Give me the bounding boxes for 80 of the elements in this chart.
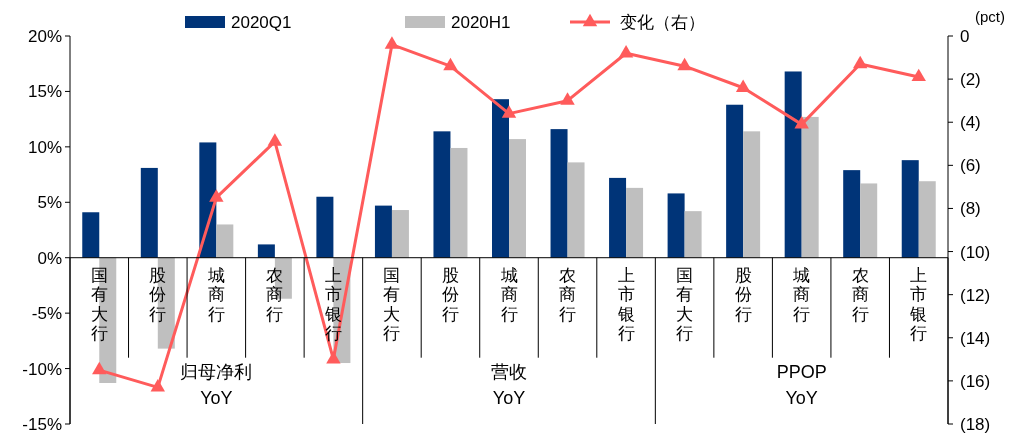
y-tick-label: 10% (27, 137, 62, 157)
y2-tick-label: (14) (960, 328, 991, 348)
bar (492, 99, 509, 258)
point (735, 79, 751, 92)
bar (550, 129, 568, 258)
bar (316, 196, 334, 258)
y-tick-label: 0% (37, 248, 62, 268)
x-tick-label: 国有大行 (90, 265, 108, 344)
x-tick-label: 股份行 (441, 265, 459, 324)
point (150, 379, 166, 392)
y-tick-label: 5% (37, 193, 62, 213)
point (618, 44, 634, 58)
x-tick-label: 股份行 (734, 265, 752, 324)
point (384, 36, 400, 49)
bar (257, 244, 275, 258)
bar (433, 131, 451, 258)
bar (450, 147, 468, 258)
y-tick-label: 15% (27, 82, 62, 102)
annotation: PPOP YoY (776, 362, 827, 408)
y2-tick-label: (4) (960, 113, 981, 133)
x-tick-label: 城商行 (792, 265, 811, 324)
bar (82, 212, 100, 258)
x-tick-label: 国有大行 (383, 265, 401, 344)
y2-axis-title: (pct) (975, 8, 1005, 25)
y2-tick-label: (18) (960, 414, 991, 434)
x-tick-label: 农商行 (559, 265, 577, 324)
legend-label: 变化（右） (620, 13, 705, 32)
x-tick-label: 农商行 (266, 265, 284, 324)
annotation: 归母净利 YoY (180, 362, 253, 408)
bar (860, 183, 878, 258)
point (267, 133, 283, 146)
y-tick-label: -15% (22, 414, 62, 434)
x-tick-label: 城商行 (499, 265, 518, 324)
bar (726, 104, 744, 258)
point (443, 57, 458, 71)
y2-tick-label: (6) (960, 156, 981, 176)
x-tick-label: 国有大行 (676, 265, 694, 344)
point (852, 55, 868, 69)
legend-label: 2020H1 (451, 13, 511, 32)
y2-tick-label: (10) (960, 242, 991, 262)
bar (784, 71, 802, 258)
bar (509, 139, 526, 258)
point (501, 105, 517, 118)
y2-tick-label: (16) (960, 371, 991, 391)
bar (216, 224, 234, 258)
bar (626, 187, 644, 258)
y-tick-label: 20% (27, 26, 62, 46)
point (326, 351, 341, 364)
x-tick-label: 股份行 (149, 265, 167, 324)
bar (567, 162, 585, 258)
x-tick-label: 上市银行 (323, 265, 342, 344)
x-tick-label: 上市银行 (616, 265, 635, 344)
y2-tick-label: (12) (960, 285, 991, 305)
point (677, 57, 692, 71)
x-tick-label: 农商行 (851, 265, 869, 324)
point (209, 189, 224, 202)
y2-tick-label: 0 (960, 26, 970, 46)
point (911, 68, 926, 82)
bar (684, 211, 702, 258)
x-tick-label: 城商行 (206, 265, 225, 324)
bar (609, 177, 627, 258)
bar (801, 116, 819, 258)
point (560, 92, 575, 105)
bar (374, 205, 392, 258)
bar (391, 210, 409, 258)
legend-label: 2020Q1 (231, 13, 292, 32)
point (794, 116, 809, 129)
y2-tick-label: (8) (960, 199, 981, 219)
bar (918, 181, 936, 258)
y-tick-label: -5% (31, 304, 62, 324)
point (92, 361, 107, 375)
y-tick-label: -10% (22, 359, 62, 379)
bar (901, 160, 919, 258)
bar (140, 167, 158, 258)
bar (843, 170, 861, 258)
y2-tick-label: (2) (960, 70, 981, 90)
annotation: 营收 YoY (491, 362, 527, 408)
bar (743, 131, 761, 258)
x-tick-label: 上市银行 (909, 265, 928, 344)
bar (667, 193, 685, 258)
